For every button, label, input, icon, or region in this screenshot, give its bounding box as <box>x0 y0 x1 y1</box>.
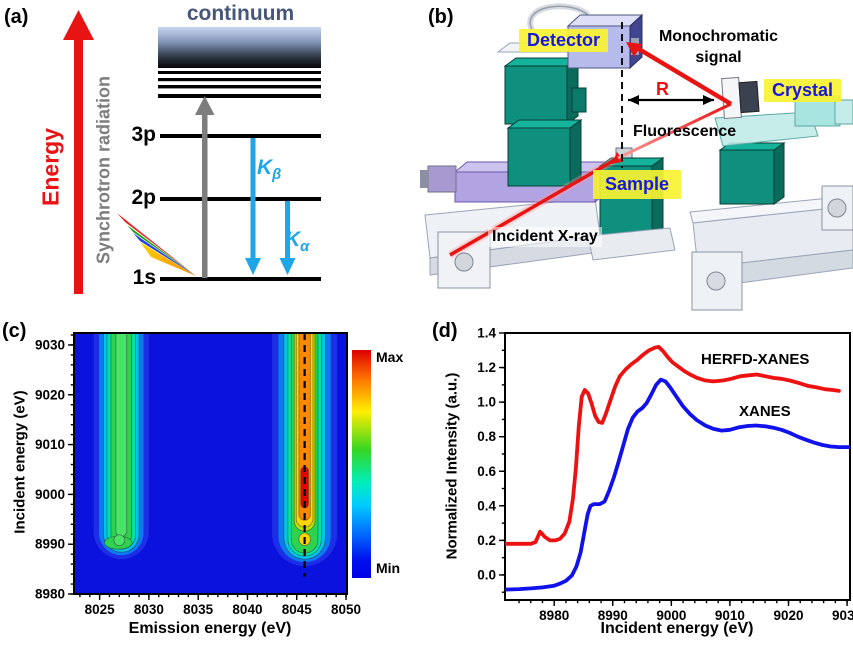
level-1s-label: 1s <box>132 266 156 289</box>
rydberg-lines <box>158 71 321 98</box>
x-tick-label: 8050 <box>331 602 361 617</box>
kbeta-sub: β <box>272 167 282 184</box>
x-tick-label: 8030 <box>134 602 164 617</box>
y-tick-label: 9000 <box>35 487 65 502</box>
y-tick-label: 0.4 <box>477 498 496 513</box>
heatmap-area <box>74 333 347 594</box>
xanes-series-label: XANES <box>739 403 791 420</box>
synchrotron-radiation-label: Synchrotron radiation <box>93 75 114 265</box>
kbeta-main: K <box>257 156 273 179</box>
level-2p-label: 2p <box>131 186 156 209</box>
kbeta-arrow <box>245 138 261 275</box>
y-tick-label: 0.8 <box>477 429 496 444</box>
x-tick-label: 9030 <box>832 608 853 623</box>
kalpha-arrow <box>279 201 296 275</box>
c-y-axis-label: Incident energy (eV) <box>11 390 29 534</box>
monochromatic-signal-label: Monochromatic signal <box>641 26 796 68</box>
y-tick-label: 0.2 <box>477 533 496 548</box>
beam-paths <box>447 22 733 259</box>
panel-a-tag: (a) <box>4 6 29 28</box>
d-x-axis-label: Incident energy (eV) <box>600 620 754 637</box>
colorbar-min-label: Min <box>376 560 401 576</box>
fluorescence-label: Fluorescence <box>633 123 737 140</box>
y-tick-label: 8990 <box>35 537 65 552</box>
x-tick-label: 9020 <box>773 608 803 623</box>
crystal-label: Crystal <box>764 79 842 102</box>
panel-c-tag: (c) <box>2 320 27 342</box>
plot-frame <box>73 332 348 595</box>
xanes-line-chart: 8980 8990 9000 9010 9020 9030 0.0 0.2 0.4 0.6 0.8 1… <box>477 326 853 624</box>
curve-area <box>505 344 850 592</box>
y-tick-label: 8980 <box>35 587 65 602</box>
c-x-axis-label: Emission energy (eV) <box>128 620 292 637</box>
continuum-band <box>158 27 321 68</box>
incident-xray-label: Incident X-ray <box>488 227 602 247</box>
y-tick-label: 9010 <box>35 437 65 452</box>
kalpha-sub: α <box>300 239 310 256</box>
sample-stage-graphic <box>587 147 676 261</box>
monochromatic-line2: signal <box>695 49 742 66</box>
energy-axis-arrow <box>63 10 94 294</box>
energy-axis-label: Energy <box>37 128 64 206</box>
panel-b-tag: (b) <box>428 6 454 28</box>
x-tick-label: 8990 <box>598 608 628 623</box>
x-tick-label: 8980 <box>539 608 569 623</box>
continuum-label: continuum <box>186 2 295 25</box>
y-tick-label: 1.0 <box>477 395 496 410</box>
monochromatic-line1: Monochromatic <box>658 28 779 45</box>
synchrotron-beam <box>117 213 196 276</box>
x-tick-label: 8040 <box>232 602 262 617</box>
x-tick-label: 9000 <box>656 608 686 623</box>
herfd-xanes-series-label: HERFD-XANES <box>701 351 810 368</box>
y-tick-label: 0.0 <box>477 567 496 582</box>
rxes-contour-chart: 8025 8030 8035 8040 8045 8050 8980 8990 9000 9010… <box>35 332 361 617</box>
kbeta-label: Kβ <box>257 156 281 183</box>
detector-label: Detector <box>519 29 609 52</box>
d-y-axis-label: Normalized Intensity (a.u.) <box>443 372 461 560</box>
radius-label: R <box>656 79 669 99</box>
x-tick-label: 8025 <box>85 602 116 617</box>
y-tick-label: 1.4 <box>477 326 496 341</box>
x-tick-label: 9010 <box>715 608 745 623</box>
panel-d-tag: (d) <box>432 320 458 342</box>
y-tick-label: 9030 <box>35 337 65 352</box>
y-tick-label: 9020 <box>35 387 65 402</box>
y-tick-label: 1.2 <box>477 360 496 375</box>
colorbar-max-label: Max <box>376 349 404 365</box>
x-tick-label: 8035 <box>183 602 214 617</box>
excitation-arrow <box>195 96 215 278</box>
x-tick-label: 8045 <box>282 602 313 617</box>
colorbar <box>352 350 371 578</box>
energy-level-diagram <box>63 10 321 294</box>
energy-levels <box>160 134 321 281</box>
xanes-curve <box>505 377 850 592</box>
kalpha-main: K <box>285 228 301 251</box>
level-3p-label: 3p <box>131 123 156 146</box>
kalpha-label: Kα <box>285 228 309 255</box>
y-tick-label: 0.6 <box>477 464 496 479</box>
plot-frame <box>504 332 851 601</box>
herfd-xanes-curve <box>505 344 841 546</box>
sample-label: Sample <box>593 170 682 199</box>
